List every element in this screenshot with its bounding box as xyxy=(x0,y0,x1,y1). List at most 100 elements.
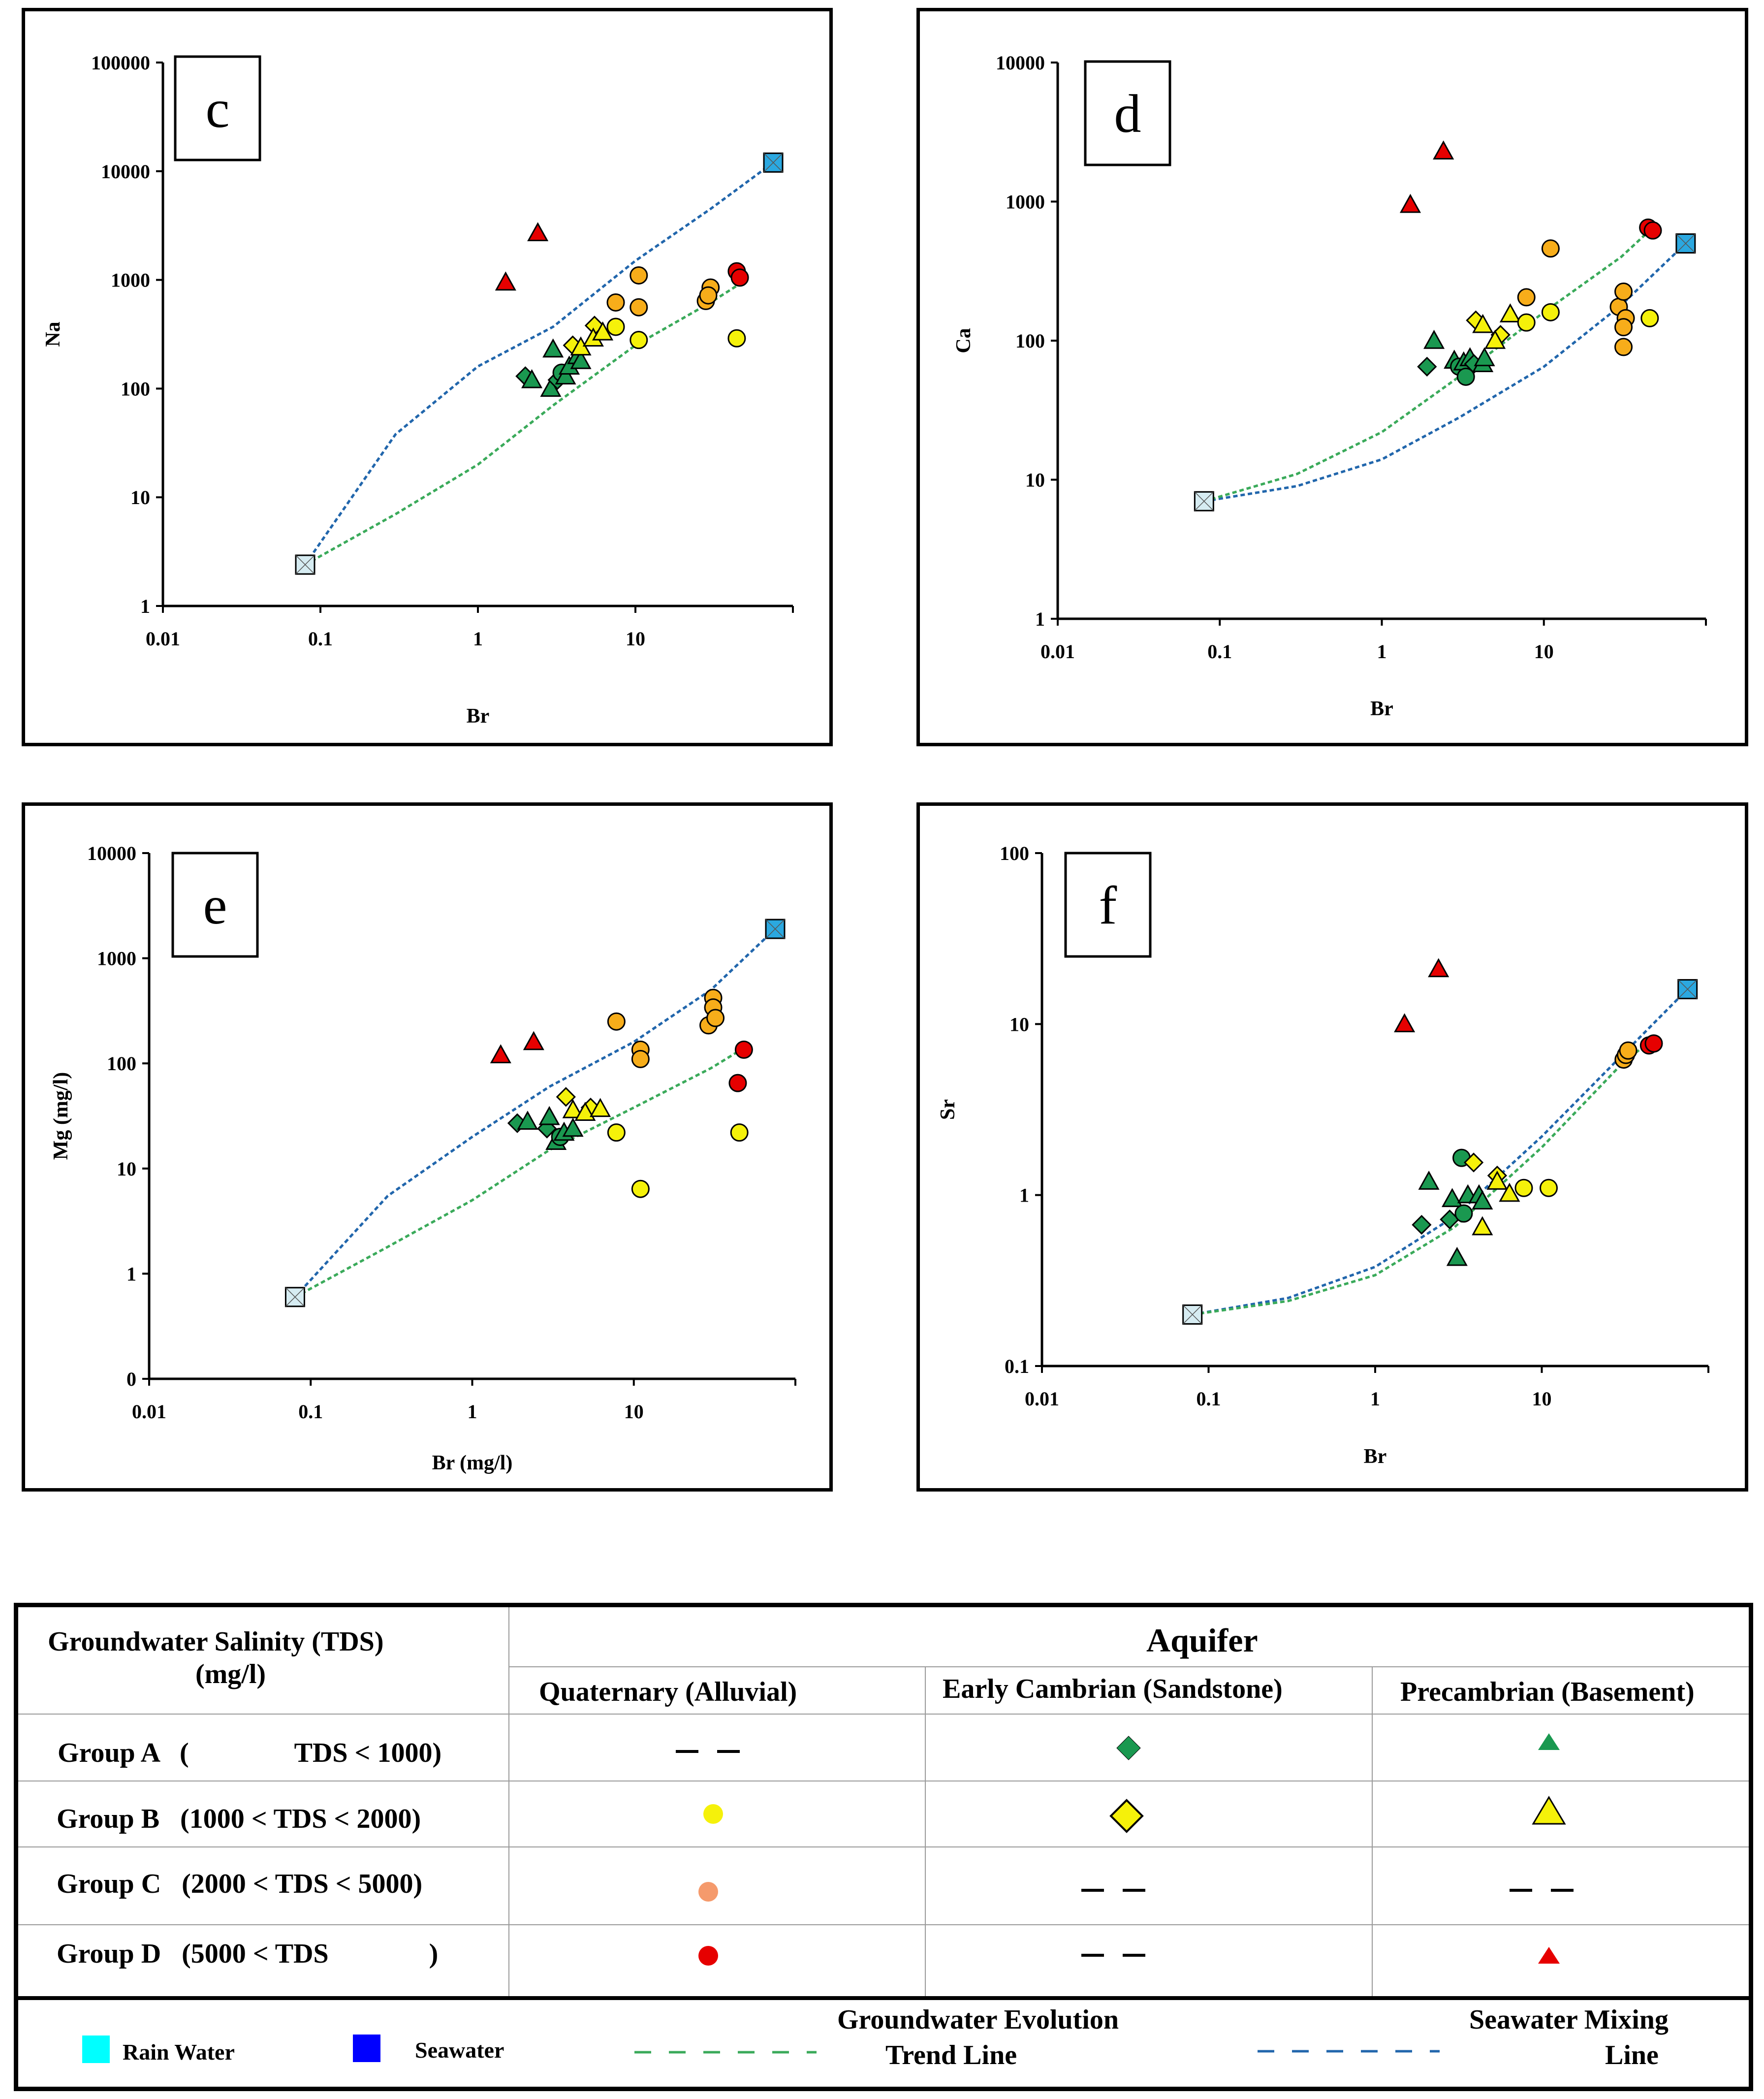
data-point xyxy=(570,350,592,369)
data-point xyxy=(631,1050,650,1068)
panel-label-box xyxy=(1084,60,1171,166)
data-point xyxy=(517,1111,538,1130)
group-d-range-left: (5000 < TDS xyxy=(182,1939,329,1969)
data-point xyxy=(606,318,625,336)
y-tick-label: 100 xyxy=(1015,330,1045,352)
x-tick-label: 10 xyxy=(1532,1388,1552,1410)
y-tick-label: 0 xyxy=(126,1368,136,1390)
y-tick-label: 100 xyxy=(1000,842,1029,864)
data-point xyxy=(495,271,516,291)
chart-d: 1 10 100 1000 10000 0.01 0.1 1 10 Br Ca d xyxy=(952,52,1707,720)
data-point xyxy=(631,1179,650,1198)
y-tick-label: 1 xyxy=(1019,1184,1029,1207)
seawater-point xyxy=(763,152,784,173)
rain-water-square xyxy=(82,2035,110,2063)
column-quaternary: Quaternary (Alluvial) xyxy=(539,1677,797,1707)
panel-label: c xyxy=(206,79,230,139)
data-point xyxy=(527,222,549,242)
data-point xyxy=(1394,1013,1416,1033)
group-c-precambrian-none xyxy=(1510,1889,1574,1892)
data-point xyxy=(1640,309,1659,327)
chart-panel-f: 0.1 1 10 100 0.01 0.1 1 10 Br Sr f xyxy=(916,802,1748,1492)
trend-label-line2: Trend Line xyxy=(885,2040,1017,2070)
y-axis-label: Na xyxy=(42,321,64,347)
data-point xyxy=(1614,283,1633,301)
panel-label: f xyxy=(1099,875,1117,935)
data-point xyxy=(607,1012,626,1031)
y-tick-label: 1 xyxy=(140,595,150,617)
chart-panel-c: 1 10 100 1000 10000 100000 0.01 0.1 1 10 Br Na c xyxy=(22,8,833,746)
x-tick-label: 10 xyxy=(626,628,645,650)
y-axis-label: Mg (mg/l) xyxy=(50,1072,72,1160)
data-point xyxy=(1540,1178,1558,1197)
seawater-point xyxy=(765,919,786,939)
group-c-name: Group C xyxy=(57,1869,161,1899)
evolution-trend-line xyxy=(1192,1040,1652,1316)
x-axis-label: Br (mg/l) xyxy=(432,1452,513,1474)
legend-symbols xyxy=(82,1733,1574,2063)
x-tick-label: 1 xyxy=(1377,640,1387,663)
data-point xyxy=(562,1117,584,1137)
x-tick-label: 10 xyxy=(1534,640,1554,663)
chart-panel-d: 1 10 100 1000 10000 0.01 0.1 1 10 Br Ca d xyxy=(916,8,1748,746)
seawater-point xyxy=(1675,233,1696,254)
chart-e: 0 1 10 100 1000 10000 0.01 0.1 1 10 Br (mg/l) Mg (m… xyxy=(50,842,796,1474)
data-point xyxy=(538,1106,560,1125)
y-tick-label: 1 xyxy=(126,1263,136,1285)
y-tick-label: 10000 xyxy=(101,160,150,183)
x-axis-label: Br xyxy=(1370,698,1393,720)
panel-label-box xyxy=(174,55,261,161)
data-point xyxy=(1463,1152,1484,1173)
y-tick-label: 10 xyxy=(117,1158,136,1180)
salinity-header: Groundwater Salinity (TDS) xyxy=(48,1626,384,1657)
data-point xyxy=(1433,140,1454,160)
data-point xyxy=(1486,1171,1508,1190)
panel-label-box xyxy=(1064,852,1152,958)
evolution-trend-line xyxy=(304,284,739,566)
y-axis-label: Ca xyxy=(952,328,975,353)
x-tick-label: 1 xyxy=(1370,1388,1380,1410)
group-b-cambrian-diamond xyxy=(1109,1799,1144,1833)
salinity-unit: (mg/l) xyxy=(195,1659,266,1689)
group-c-cambrian-none xyxy=(1081,1889,1145,1892)
data-point xyxy=(1484,329,1506,349)
chart-panel-e: 0 1 10 100 1000 10000 0.01 0.1 1 10 Br (mg/l) Mg (m… xyxy=(22,802,833,1492)
rain-water-point xyxy=(1182,1304,1203,1325)
seawater-mixing-line xyxy=(1203,242,1687,503)
data-point xyxy=(1412,1214,1432,1235)
x-tick-label: 0.1 xyxy=(1197,1388,1221,1410)
legend-divider xyxy=(18,1996,1749,2000)
panel-label-box xyxy=(171,852,259,958)
data-point xyxy=(1423,329,1445,349)
group-a-precambrian-triangle xyxy=(1538,1733,1560,1750)
data-point xyxy=(1454,1204,1473,1223)
seawater-mixing-line xyxy=(304,161,774,566)
legend-divider xyxy=(508,1666,1749,1667)
y-tick-label: 10000 xyxy=(996,52,1045,74)
data-point xyxy=(1614,338,1633,356)
x-tick-label: 0.1 xyxy=(308,628,333,650)
group-a-cambrian-diamond xyxy=(1116,1736,1141,1760)
data-point xyxy=(1643,221,1662,240)
column-cambrian: Early Cambrian (Sandstone) xyxy=(943,1674,1283,1704)
group-a-label: Group A ( TDS < 1000) xyxy=(58,1737,441,1769)
group-a-quaternary-none xyxy=(676,1750,740,1753)
data-point xyxy=(590,1098,611,1117)
data-point xyxy=(630,298,648,317)
data-point xyxy=(1428,958,1449,978)
column-precambrian: Precambrian (Basement) xyxy=(1400,1677,1695,1707)
data-point xyxy=(1541,303,1560,321)
x-axis-label: Br xyxy=(1364,1445,1387,1468)
data-point xyxy=(699,286,718,305)
data-point xyxy=(1514,1178,1533,1197)
group-b-quaternary-circle xyxy=(703,1804,723,1824)
x-tick-label: 1 xyxy=(473,628,483,650)
legend-table: Groundwater Salinity (TDS) (mg/l) Aquife… xyxy=(14,1603,1753,2091)
data-point xyxy=(1614,318,1633,337)
data-point xyxy=(523,1031,544,1050)
legend-divider xyxy=(508,1607,509,1996)
data-point xyxy=(1472,1216,1493,1236)
data-point xyxy=(562,1099,584,1118)
data-point xyxy=(1399,193,1421,213)
group-a-name: Group A xyxy=(58,1738,159,1768)
